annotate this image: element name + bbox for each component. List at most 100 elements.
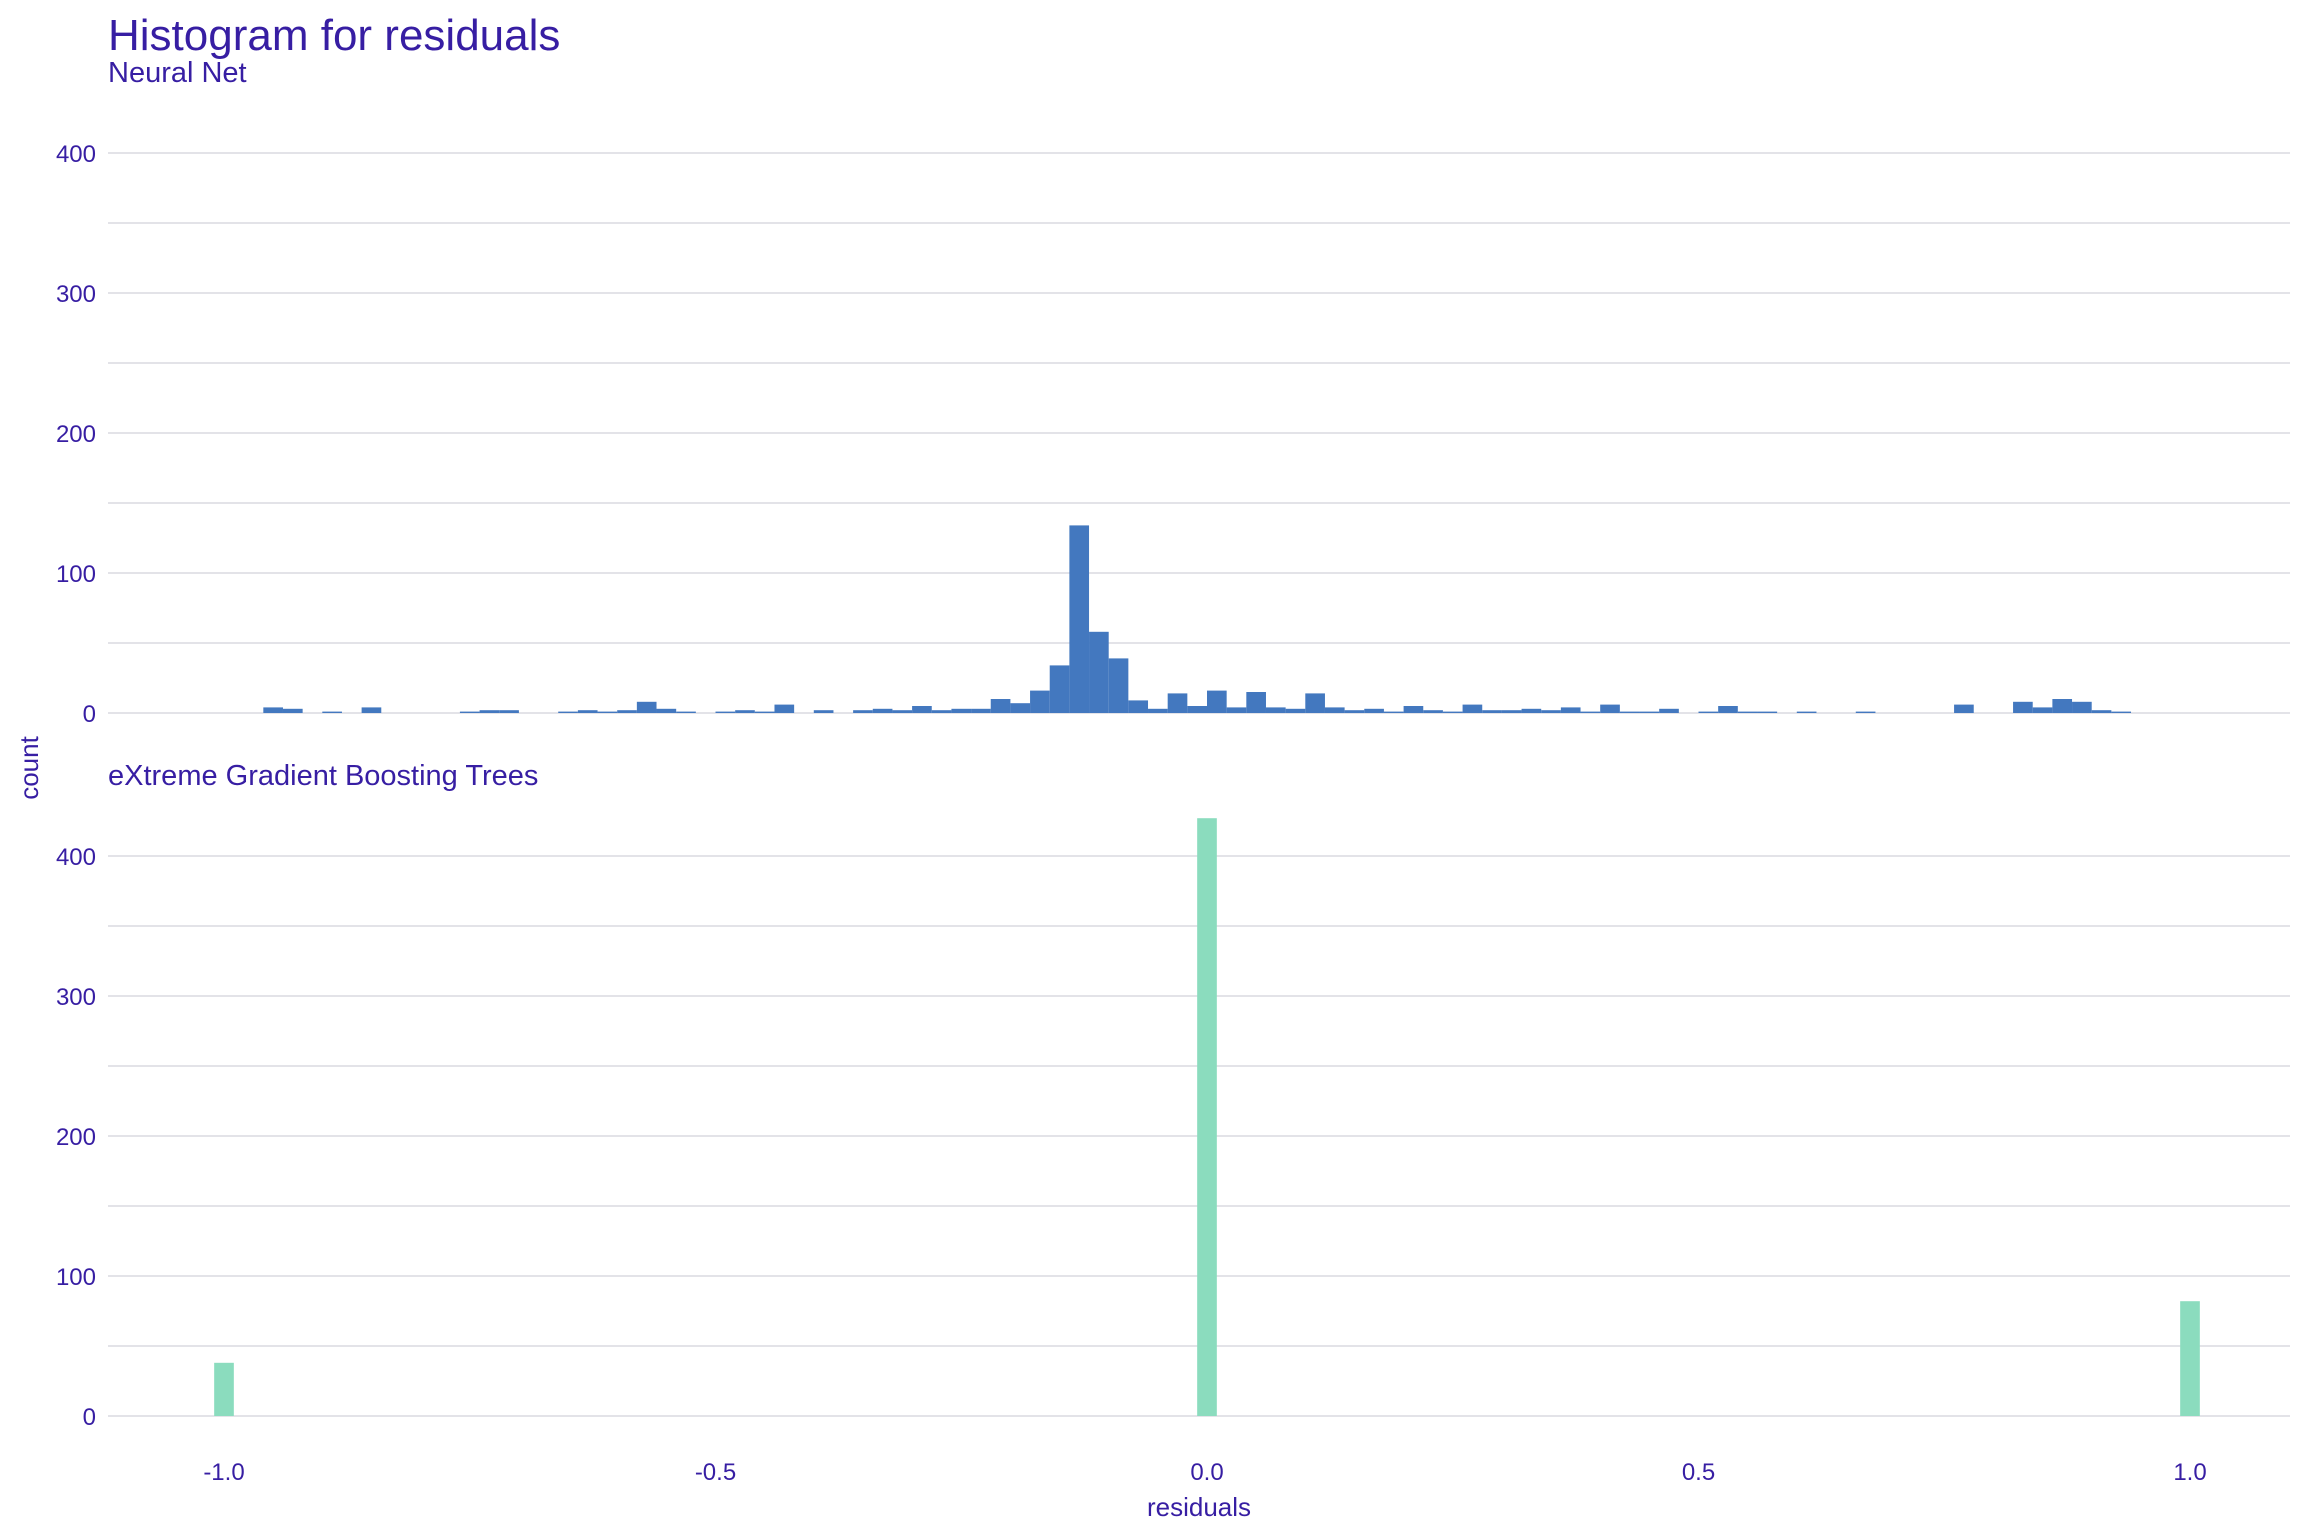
histogram-bar (1403, 706, 1424, 713)
histogram-bar (1167, 693, 1188, 713)
histogram-bar (1737, 711, 1758, 713)
histogram-bar (892, 710, 913, 713)
histogram-bar (2111, 711, 2132, 713)
histogram-bar (1718, 706, 1738, 713)
bars-neural-net (263, 525, 2132, 713)
histogram-bar (1246, 692, 1266, 713)
histogram-bar (990, 699, 1011, 713)
panel-neural-net: Neural Net 0 100 200 300 400 (56, 57, 2290, 728)
x-axis-label: residuals (1147, 1492, 1251, 1522)
histogram-bar (1501, 710, 1522, 713)
histogram-bar (597, 711, 618, 713)
histogram-bar (656, 708, 677, 713)
histogram-bar (1305, 693, 1325, 713)
histogram-bar (1364, 708, 1384, 713)
x-tick-label: 0.5 (1682, 1459, 1715, 1486)
histogram-bar (774, 704, 795, 713)
grid-lines-neural-net (108, 152, 2290, 714)
histogram-bar (1757, 711, 1778, 713)
histogram-bar (558, 711, 578, 713)
histogram-bar (754, 711, 775, 713)
histogram-bar (1521, 708, 1542, 713)
histogram-bar (2013, 701, 2033, 713)
histogram-bar (1600, 704, 1620, 713)
panel-xgboost: eXtreme Gradient Boosting Trees 0 100 200 3… (56, 760, 2290, 1431)
y-tick-label: 300 (56, 281, 96, 308)
histogram-bar (1324, 707, 1345, 713)
histogram-bar (1030, 690, 1050, 713)
histogram-bar (676, 711, 696, 713)
histogram-bar (735, 710, 755, 713)
histogram-bar (1010, 703, 1031, 713)
histogram-bar (1344, 710, 1365, 713)
histogram-bar (1148, 708, 1168, 713)
histogram-bar (2091, 710, 2112, 713)
histogram-bar (1226, 707, 1247, 713)
x-tick-label: 1.0 (2173, 1459, 2206, 1486)
histogram-bar (1187, 706, 1207, 713)
histogram-bar (1442, 711, 1463, 713)
histogram-bar (214, 1362, 234, 1416)
y-tick-label: 300 (56, 984, 96, 1011)
histogram-bar (853, 710, 873, 713)
histogram-bar (1619, 711, 1640, 713)
histogram-bar (1423, 710, 1443, 713)
panel-title-neural-net: Neural Net (108, 57, 247, 89)
panel-title-xgboost: eXtreme Gradient Boosting Trees (108, 760, 538, 792)
x-tick-label: 0.0 (1190, 1459, 1223, 1486)
bars-xgboost (214, 818, 2200, 1416)
histogram-bar (361, 707, 382, 713)
histogram-bar (1698, 711, 1719, 713)
histogram-bar (1796, 711, 1817, 713)
x-axis-ticks: -1.0 -0.5 0.0 0.5 1.0 (203, 1459, 2206, 1486)
y-ticks-neural-net: 0 100 200 300 400 (56, 141, 96, 728)
histogram-bar (263, 707, 283, 713)
histogram-bar (951, 708, 972, 713)
histogram-bar (2072, 701, 2092, 713)
chart-title: Histogram for residuals (108, 11, 560, 60)
histogram-bar (1383, 711, 1404, 713)
histogram-bar (1855, 711, 1876, 713)
histogram-bar (499, 710, 519, 713)
histogram-bar (322, 711, 342, 713)
x-tick-label: -0.5 (695, 1459, 736, 1486)
histogram-bar (1207, 690, 1227, 713)
histogram-bar (1560, 707, 1581, 713)
histogram-bar (912, 706, 932, 713)
histogram-bar (1197, 818, 1217, 1416)
y-ticks-xgboost: 0 100 200 300 400 (56, 844, 96, 1431)
histogram-bar (1954, 704, 1974, 713)
y-tick-label: 400 (56, 141, 96, 168)
histogram-bar (1069, 525, 1090, 713)
y-tick-label: 400 (56, 844, 96, 871)
histogram-bar (1128, 700, 1149, 713)
histogram-bar (931, 710, 952, 713)
histogram-bar (1265, 707, 1286, 713)
histogram-bar (1285, 708, 1306, 713)
y-tick-label: 100 (56, 1264, 96, 1291)
histogram-bar (636, 701, 657, 713)
histogram-bar (1089, 631, 1109, 713)
histogram-bar (872, 708, 893, 713)
histogram-bar (1659, 708, 1679, 713)
histogram-bar (1462, 704, 1483, 713)
y-tick-label: 0 (83, 701, 96, 728)
histogram-bar (577, 710, 598, 713)
histogram-bar (971, 708, 991, 713)
histogram-bar (282, 708, 303, 713)
histogram-bar (479, 710, 500, 713)
histogram-bar (813, 710, 834, 713)
y-tick-label: 0 (83, 1404, 96, 1431)
histogram-bar (617, 710, 637, 713)
histogram-bar (715, 711, 736, 713)
y-tick-label: 200 (56, 421, 96, 448)
y-axis-label: count (14, 735, 44, 799)
y-tick-label: 100 (56, 561, 96, 588)
histogram-bar (2052, 699, 2073, 713)
histogram-bar (1639, 711, 1660, 713)
histogram-bar (459, 711, 480, 713)
y-tick-label: 200 (56, 1124, 96, 1151)
histogram-bar (1482, 710, 1502, 713)
x-tick-label: -1.0 (203, 1459, 244, 1486)
